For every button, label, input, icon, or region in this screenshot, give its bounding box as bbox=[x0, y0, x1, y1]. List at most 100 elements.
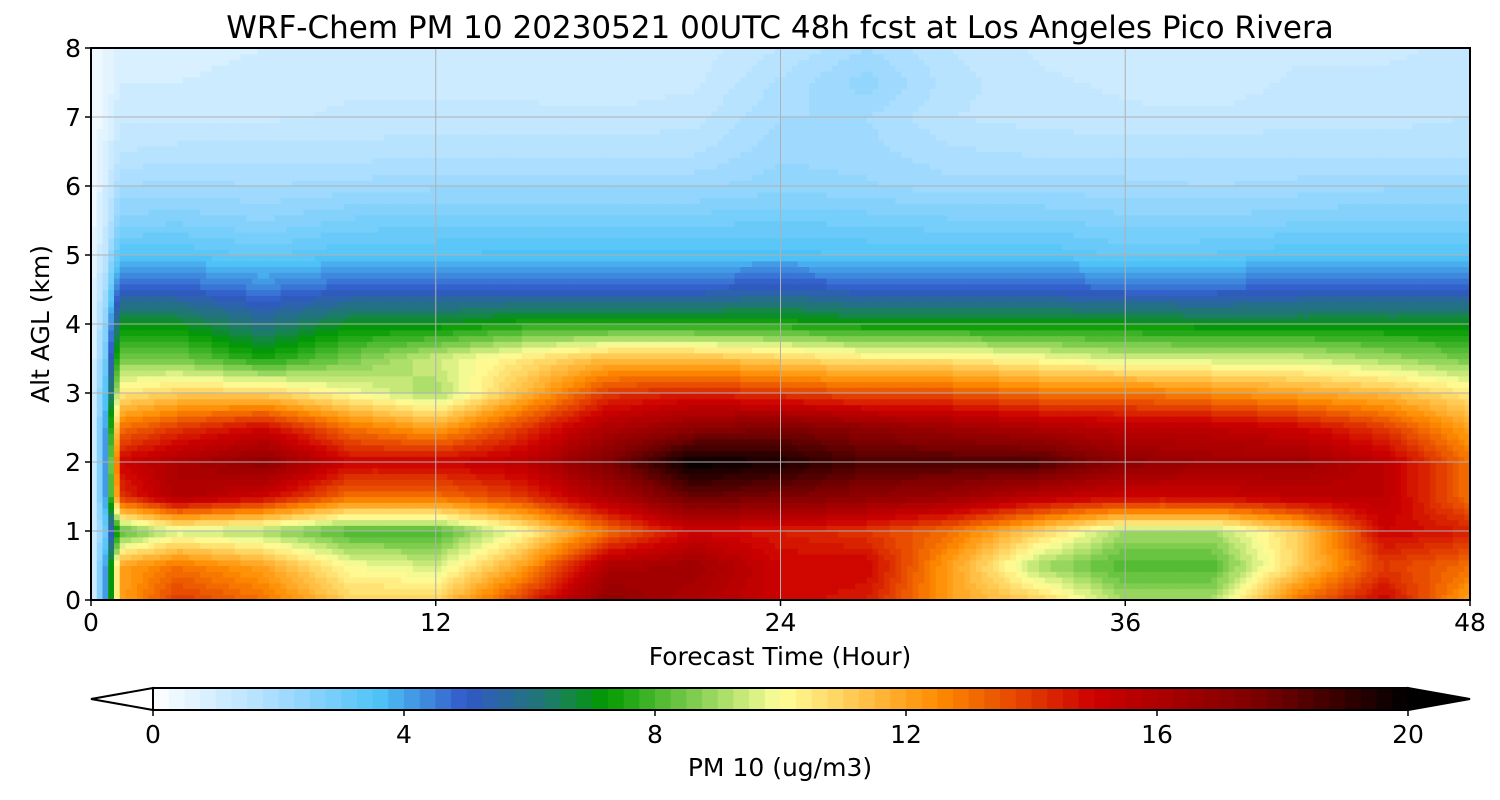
heatmap-cell bbox=[493, 537, 499, 543]
heatmap-cell bbox=[1102, 537, 1108, 543]
heatmap-cell bbox=[281, 543, 287, 549]
heatmap-cell bbox=[338, 520, 344, 526]
heatmap-cell bbox=[171, 514, 177, 520]
heatmap-cell bbox=[482, 554, 488, 560]
heatmap-cell bbox=[769, 566, 775, 572]
heatmap-cell bbox=[1338, 520, 1344, 526]
heatmap-cell bbox=[459, 531, 465, 537]
heatmap-cell bbox=[1355, 520, 1361, 526]
heatmap-cell bbox=[1321, 566, 1327, 572]
heatmap-cell bbox=[545, 589, 551, 595]
heatmap-cell bbox=[1223, 571, 1229, 577]
heatmap-cell bbox=[654, 531, 660, 537]
heatmap-cell bbox=[390, 571, 396, 577]
heatmap-cell bbox=[648, 566, 654, 572]
heatmap-cell bbox=[1165, 531, 1171, 537]
heatmap-cell bbox=[689, 537, 695, 543]
heatmap-cell bbox=[240, 548, 246, 554]
heatmap-cell bbox=[378, 543, 384, 549]
heatmap-cell bbox=[786, 571, 792, 577]
heatmap-cell bbox=[803, 537, 809, 543]
heatmap-cell bbox=[148, 537, 154, 543]
heatmap-cell bbox=[321, 531, 327, 537]
heatmap-cell bbox=[1355, 589, 1361, 595]
heatmap-cell bbox=[844, 554, 850, 560]
heatmap-cell bbox=[373, 589, 379, 595]
heatmap-cell bbox=[125, 583, 131, 589]
heatmap-cell bbox=[1074, 577, 1080, 583]
heatmap-cell bbox=[510, 577, 516, 583]
heatmap-cell bbox=[154, 537, 160, 543]
heatmap-cell bbox=[758, 571, 764, 577]
heatmap-cell bbox=[384, 571, 390, 577]
heatmap-cell bbox=[344, 531, 350, 537]
heatmap-cell bbox=[1074, 560, 1080, 566]
heatmap-cell bbox=[918, 537, 924, 543]
heatmap-cell bbox=[470, 583, 476, 589]
heatmap-cell bbox=[1378, 531, 1384, 537]
heatmap-cell bbox=[614, 554, 620, 560]
heatmap-cell bbox=[298, 520, 304, 526]
heatmap-cell bbox=[608, 520, 614, 526]
heatmap-cell bbox=[367, 531, 373, 537]
heatmap-cell bbox=[826, 571, 832, 577]
heatmap-cell bbox=[689, 583, 695, 589]
heatmap-cell bbox=[1413, 571, 1419, 577]
heatmap-cell bbox=[533, 560, 539, 566]
heatmap-cell bbox=[729, 520, 735, 526]
heatmap-cell bbox=[671, 537, 677, 543]
heatmap-cell bbox=[1424, 583, 1430, 589]
heatmap-cell bbox=[1252, 577, 1258, 583]
heatmap-cell bbox=[1033, 560, 1039, 566]
heatmap-cell bbox=[556, 554, 562, 560]
heatmap-cell bbox=[223, 520, 229, 526]
heatmap-cell bbox=[660, 554, 666, 560]
heatmap-cell bbox=[1125, 554, 1131, 560]
heatmap-cell bbox=[982, 589, 988, 595]
heatmap-cell bbox=[1349, 531, 1355, 537]
heatmap-cell bbox=[1194, 548, 1200, 554]
heatmap-cell bbox=[551, 560, 557, 566]
heatmap-cell bbox=[1125, 583, 1131, 589]
heatmap-cell bbox=[700, 531, 706, 537]
heatmap-cell bbox=[677, 560, 683, 566]
heatmap-cell bbox=[1160, 583, 1166, 589]
heatmap-cell bbox=[1269, 543, 1275, 549]
heatmap-cell bbox=[878, 577, 884, 583]
heatmap-cell bbox=[384, 589, 390, 595]
heatmap-cell bbox=[844, 560, 850, 566]
heatmap-cell bbox=[1453, 589, 1459, 595]
heatmap-cell bbox=[1390, 531, 1396, 537]
heatmap-cell bbox=[419, 583, 425, 589]
heatmap-cell bbox=[281, 577, 287, 583]
heatmap-cell bbox=[281, 566, 287, 572]
heatmap-cell bbox=[464, 566, 470, 572]
heatmap-cell bbox=[798, 571, 804, 577]
heatmap-cell bbox=[999, 583, 1005, 589]
heatmap-cell bbox=[206, 554, 212, 560]
heatmap-cell bbox=[1349, 560, 1355, 566]
heatmap-cell bbox=[1459, 577, 1465, 583]
heatmap-cell bbox=[821, 520, 827, 526]
heatmap-cell bbox=[844, 548, 850, 554]
heatmap-cell bbox=[1022, 560, 1028, 566]
heatmap-cell bbox=[1303, 571, 1309, 577]
heatmap-cell bbox=[1378, 583, 1384, 589]
heatmap-cell bbox=[1125, 566, 1131, 572]
heatmap-cell bbox=[648, 571, 654, 577]
heatmap-cell bbox=[694, 520, 700, 526]
heatmap-cell bbox=[1338, 583, 1344, 589]
heatmap-cell bbox=[125, 571, 131, 577]
heatmap-cell bbox=[999, 537, 1005, 543]
heatmap-cell bbox=[1016, 566, 1022, 572]
heatmap-cell bbox=[160, 537, 166, 543]
heatmap-cell bbox=[263, 577, 269, 583]
heatmap-cell bbox=[660, 571, 666, 577]
heatmap-cell bbox=[1441, 520, 1447, 526]
heatmap-cell bbox=[206, 514, 212, 520]
heatmap-cell bbox=[1309, 548, 1315, 554]
heatmap-cell bbox=[1108, 566, 1114, 572]
heatmap-cell bbox=[591, 589, 597, 595]
heatmap-cell bbox=[1125, 571, 1131, 577]
heatmap-cell bbox=[746, 589, 752, 595]
